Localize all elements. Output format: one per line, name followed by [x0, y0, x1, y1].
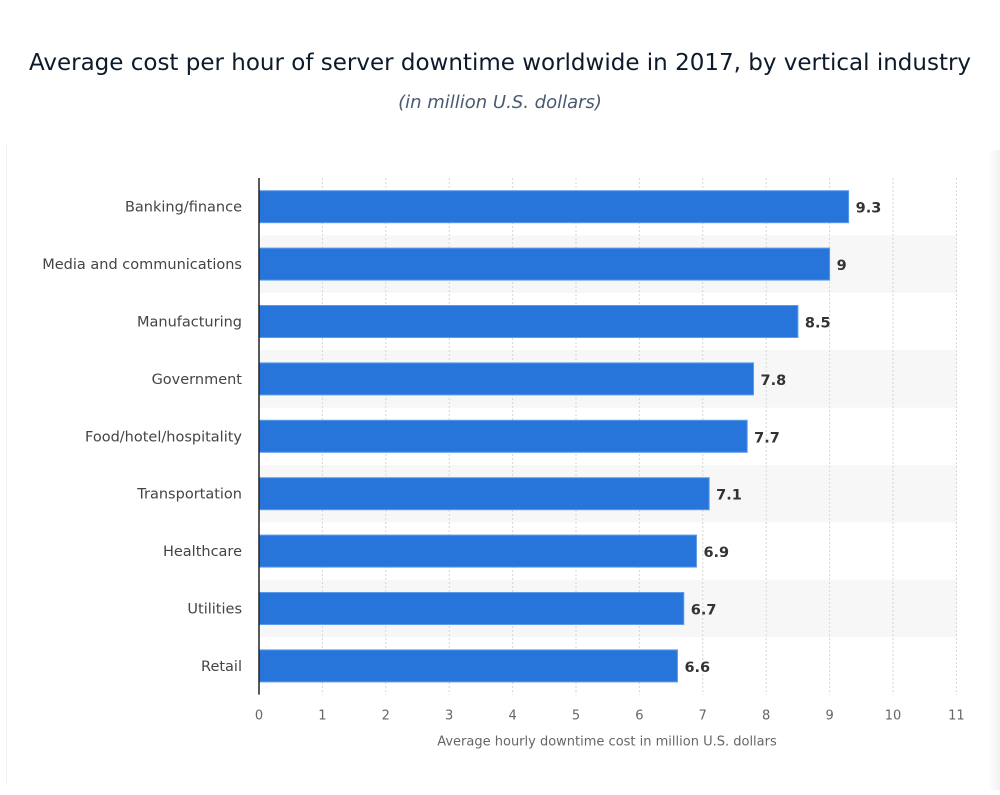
value-label: 7.8: [761, 373, 787, 389]
value-label: 7.1: [716, 488, 742, 504]
x-tick-label: 1: [318, 709, 326, 724]
x-tick-label: 0: [255, 709, 263, 724]
x-tick-label: 6: [635, 709, 643, 724]
x-tick-label: 4: [508, 709, 516, 724]
bar: [258, 592, 685, 625]
category-label: Utilities: [187, 602, 242, 618]
bar: [258, 419, 748, 453]
chart-subtitle: (in million U.S. dollars): [398, 92, 602, 113]
value-label: 9: [837, 258, 847, 274]
value-label: 6.6: [684, 660, 710, 676]
category-label: Manufacturing: [137, 315, 242, 331]
x-tick-label: 10: [885, 709, 902, 724]
x-tick-label: 8: [762, 709, 770, 724]
bar: [258, 190, 850, 224]
category-label: Healthcare: [163, 544, 242, 560]
bar: [258, 305, 799, 338]
category-label: Media and communications: [42, 257, 242, 273]
value-label: 7.7: [754, 430, 780, 446]
side-card: [988, 150, 1000, 790]
bar: [258, 247, 831, 281]
chart-title: Average cost per hour of server downtime…: [28, 50, 972, 76]
category-label: Banking/finance: [125, 200, 242, 216]
x-tick-label: 7: [699, 709, 707, 724]
value-label: 6.7: [691, 603, 717, 619]
x-axis-title: Average hourly downtime cost in million …: [437, 735, 777, 750]
bar: [258, 477, 710, 511]
x-tick-label: 3: [445, 709, 453, 724]
x-tick-label: 2: [382, 709, 390, 724]
bar: [258, 649, 678, 683]
value-label: 8.5: [805, 316, 831, 332]
x-tick-label: 5: [572, 709, 580, 724]
panel-border: [6, 145, 7, 785]
bar: [258, 362, 755, 396]
category-label: Food/hotel/hospitality: [85, 429, 242, 445]
bar: [258, 534, 697, 568]
category-label: Government: [152, 372, 243, 388]
value-label: 9.3: [856, 201, 882, 217]
category-label: Retail: [201, 659, 242, 675]
x-tick-label: 9: [825, 709, 833, 724]
value-label: 6.9: [703, 545, 729, 561]
category-label: Transportation: [136, 487, 242, 503]
x-tick-label: 11: [948, 709, 965, 724]
